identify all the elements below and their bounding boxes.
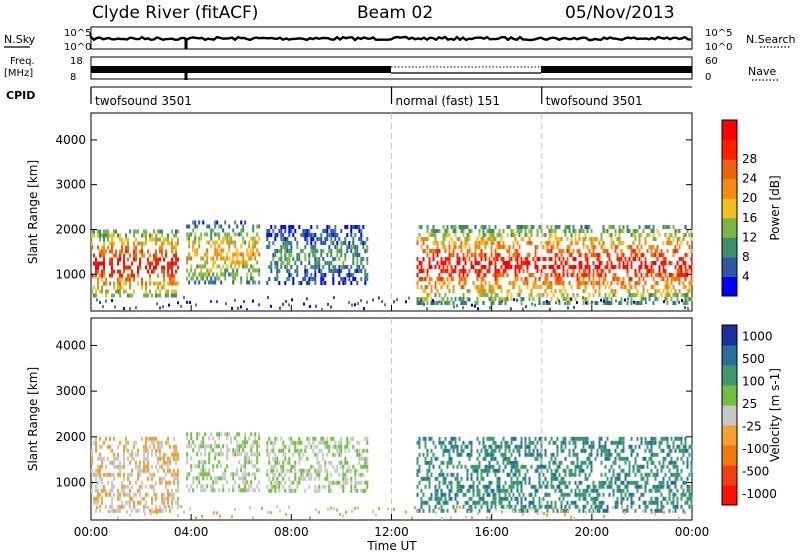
x-tick-label: 00:00 xyxy=(675,525,710,539)
colorbar-segment xyxy=(722,237,737,258)
nave-label: Nave xyxy=(748,65,776,78)
y-tick-label: 1000 xyxy=(55,476,86,490)
freq-label-1: Freq. xyxy=(10,56,35,67)
freq-right-tick-bottom: 0 xyxy=(705,72,711,83)
colorbar-segment xyxy=(722,256,737,277)
y-tick-label: 1000 xyxy=(55,267,86,281)
power-panel: 1000 2000 3000 4000 Slant Range [km] 4 8 12 16 20… xyxy=(26,112,782,312)
colorbar-tick-label: 28 xyxy=(742,152,757,166)
colorbar-segment xyxy=(722,120,737,141)
colorbar-tick-label: 500 xyxy=(742,352,765,366)
x-tick-label: 04:00 xyxy=(174,525,209,539)
colorbar-tick-label: 24 xyxy=(742,172,757,186)
freq-traces xyxy=(91,66,692,80)
colorbar-tick-label: -25 xyxy=(742,419,762,433)
noise-traces xyxy=(89,34,692,49)
y-tick-label: 2000 xyxy=(55,430,86,444)
colorbar-segment xyxy=(722,325,737,346)
cpid-segment-label: twofsound 3501 xyxy=(95,94,192,108)
colorbar-segment xyxy=(722,217,737,238)
panel-frame xyxy=(90,112,693,312)
beam-title: Beam 02 xyxy=(357,3,433,23)
colorbar-segment xyxy=(722,198,737,219)
colorbar-segment xyxy=(722,385,737,406)
near-range-scatter xyxy=(96,296,689,311)
x-tick-label: 00:00 xyxy=(74,525,109,539)
colorbar-frame xyxy=(721,324,738,506)
colorbar-segment xyxy=(722,178,737,199)
colorbar-segment xyxy=(722,405,737,426)
echo-region xyxy=(416,225,693,305)
x-tick-label: 12:00 xyxy=(374,525,409,539)
x-tick-label: 08:00 xyxy=(274,525,309,539)
velocity-panel: 1000 2000 3000 4000 00:00 04:00 08:00 12:00 16:0… xyxy=(26,317,782,539)
echo-region xyxy=(266,225,369,285)
colorbar-segment xyxy=(722,159,737,180)
nsky-label: N.Sky xyxy=(4,33,36,46)
echo-region xyxy=(186,432,261,493)
freq-label-2: [MHz] xyxy=(4,68,33,79)
station-title: Clyde River (fitACF) xyxy=(92,3,258,23)
nsky-trace xyxy=(89,34,692,42)
colorbar-tick-label: -100 xyxy=(742,442,769,456)
colorbar-segment xyxy=(722,485,737,506)
cpid-segment-label: normal (fast) 151 xyxy=(396,94,500,108)
colorbar-tick-label: 4 xyxy=(742,269,750,283)
y-axis-title: Slant Range [km] xyxy=(26,367,40,471)
noise-right-tick-top: 10^5 xyxy=(705,28,732,39)
echo-region xyxy=(186,220,261,285)
freq-left-tick-bottom: 8 xyxy=(70,72,76,83)
freq-band-3 xyxy=(541,66,692,73)
nsearch-label: N.Search xyxy=(746,33,796,46)
colorbar-label: Velocity [m s-1] xyxy=(768,368,782,462)
cpid-segment-label: twofsound 3501 xyxy=(546,94,643,108)
colorbar-segment xyxy=(722,139,737,160)
y-axis-title: Slant Range [km] xyxy=(26,160,40,264)
freq-left-tick-top: 18 xyxy=(70,56,83,67)
colorbar-frame xyxy=(721,119,738,297)
colorbar-segment xyxy=(722,465,737,486)
colorbar-label: Power [dB] xyxy=(768,175,782,240)
echo-region xyxy=(266,436,369,493)
freq-right-tick-top: 60 xyxy=(705,56,718,67)
colorbar-tick-label: -500 xyxy=(742,464,769,478)
echo-region xyxy=(91,229,179,298)
colorbar: 4 8 12 16 20 24 28 Power [dB] xyxy=(721,119,782,297)
x-tick-label: 20:00 xyxy=(575,525,610,539)
colorbar-tick-label: 1000 xyxy=(742,329,773,343)
noise-left-tick-top: 10^5 xyxy=(64,28,91,39)
y-tick-label: 3000 xyxy=(55,384,86,398)
colorbar-tick-label: -1000 xyxy=(742,487,777,501)
colorbar-tick-label: 100 xyxy=(742,374,765,388)
noise-right-tick-bottom: 10^0 xyxy=(705,42,732,53)
cpid-segments: twofsound 3501 normal (fast) 151 twofsound… xyxy=(90,87,643,108)
y-tick-label: 4000 xyxy=(55,338,86,352)
echo-region xyxy=(416,436,693,513)
colorbar-tick-label: 20 xyxy=(742,191,757,205)
y-tick-label: 4000 xyxy=(55,133,86,147)
colorbar-tick-label: 16 xyxy=(742,211,757,225)
colorbar-segment xyxy=(722,425,737,446)
y-tick-label: 2000 xyxy=(55,222,86,236)
colorbar-tick-label: 12 xyxy=(742,230,757,244)
colorbar-segment xyxy=(722,445,737,466)
x-tick-label: 16:00 xyxy=(474,525,509,539)
freq-band-1 xyxy=(91,66,391,73)
noise-left-tick-bottom: 10^0 xyxy=(64,42,91,53)
colorbar: 1000 500 100 25 -25 -100 -500 -1000 Velocity [m … xyxy=(721,324,782,506)
cpid-label: CPID xyxy=(6,89,35,102)
y-tick-label: 3000 xyxy=(55,178,86,192)
echo-region xyxy=(91,436,179,513)
date-title: 05/Nov/2013 xyxy=(565,3,675,23)
colorbar-tick-label: 8 xyxy=(742,250,750,264)
colorbar-segment xyxy=(722,345,737,366)
x-axis-title: Time UT xyxy=(366,539,417,553)
colorbar-segment xyxy=(722,365,737,386)
colorbar-tick-label: 25 xyxy=(742,397,757,411)
colorbar-segment xyxy=(722,276,737,297)
near-range-scatter xyxy=(96,505,686,520)
